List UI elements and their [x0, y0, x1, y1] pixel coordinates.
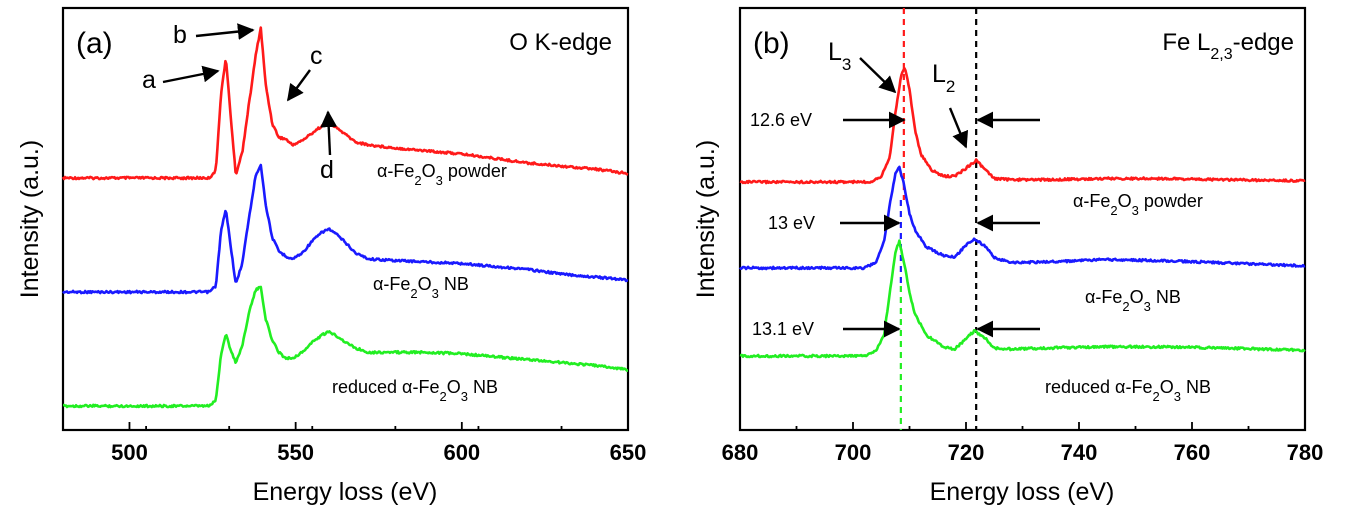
series-line-reduced — [739, 239, 1306, 359]
peak-arrow-a — [162, 65, 220, 84]
peak-arrow-l2 — [948, 107, 969, 149]
panel-b-curves — [738, 67, 1306, 359]
x-tick-label: 550 — [277, 440, 314, 465]
splitting-label-powder: 12.6 eV — [750, 110, 812, 130]
panel-a-x-ticks: 500 550 600 650 — [62, 422, 647, 465]
x-tick-label: 740 — [1061, 440, 1098, 465]
series-line-nb — [62, 163, 629, 295]
x-tick-label: 500 — [111, 440, 148, 465]
x-tick-label: 680 — [722, 440, 759, 465]
panel-b-series-label-powder: α-Fe2O3 powder — [1073, 191, 1203, 218]
panel-b: 680 700 720 740 760 780 (b) Fe L2,3-edge L3 L… — [692, 6, 1324, 506]
panel-a-series-label-powder: α-Fe2O3 powder — [377, 161, 507, 188]
series-line-nb — [738, 165, 1306, 271]
panel-b-series-label-reduced: reduced α-Fe2O3 NB — [1045, 377, 1211, 404]
panel-a-label: (a) — [76, 27, 113, 60]
panel-b-dashed-lines — [899, 8, 978, 430]
x-tick-label: 720 — [948, 440, 985, 465]
panel-b-x-axis-label: Energy loss (eV) — [930, 478, 1115, 506]
panel-b-y-axis-label: Intensity (a.u.) — [692, 140, 720, 298]
x-tick-label: 760 — [1174, 440, 1211, 465]
peak-arrow-d — [320, 110, 338, 156]
peak-arrow-b — [195, 23, 255, 40]
panel-b-edge-label: Fe L2,3-edge — [1162, 29, 1294, 63]
panel-a-x-axis-label: Energy loss (eV) — [253, 478, 438, 506]
panel-a-series-label-reduced: reduced α-Fe2O3 NB — [332, 377, 498, 404]
panel-a-edge-label: O K-edge — [509, 29, 612, 56]
panel-b-series-label-nb: α-Fe2O3 NB — [1085, 287, 1181, 314]
x-tick-label: 650 — [610, 440, 647, 465]
x-tick-label: 780 — [1287, 440, 1324, 465]
series-line-powder — [61, 26, 629, 181]
panel-a-series-label-nb: α-Fe2O3 NB — [373, 274, 469, 301]
panel-a-y-axis-label: Intensity (a.u.) — [16, 140, 44, 298]
splitting-label-reduced: 13.1 eV — [752, 319, 814, 339]
peak-label-l2: L2 — [932, 60, 955, 96]
panel-a: 500 550 600 650 (a) O K-edge a b c d α-Fe2O… — [16, 6, 647, 506]
peak-label-a: a — [142, 66, 156, 94]
peak-arrow-l3 — [859, 57, 897, 94]
panel-a-frame — [61, 6, 630, 432]
splitting-label-nb: 13 eV — [768, 213, 815, 233]
peak-label-l3: L3 — [828, 38, 851, 74]
panel-b-frame — [738, 6, 1307, 432]
peak-label-b: b — [173, 21, 187, 49]
series-line-powder — [739, 67, 1306, 185]
panel-a-curves — [61, 26, 629, 409]
x-tick-label: 700 — [835, 440, 872, 465]
panel-b-label: (b) — [753, 27, 790, 60]
x-tick-label: 600 — [443, 440, 480, 465]
series-line-reduced — [62, 285, 629, 409]
peak-label-c: c — [310, 42, 323, 70]
peak-arrow-c — [287, 69, 311, 102]
peak-label-d: d — [320, 156, 334, 184]
panel-b-x-ticks: 680 700 720 740 760 780 — [722, 422, 1324, 465]
